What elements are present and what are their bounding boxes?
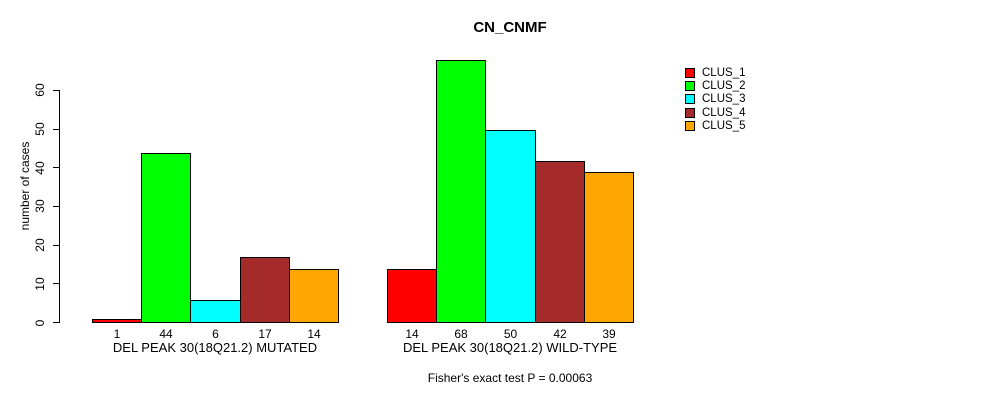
chart-title: CN_CNMF [473, 19, 547, 36]
legend-item-clus_5: CLUS_5 [685, 119, 745, 132]
legend-swatch-clus_5 [685, 120, 695, 131]
y-axis-line [59, 90, 60, 323]
y-axis-tick [53, 205, 59, 207]
legend-label: CLUS_2 [702, 79, 746, 92]
fisher-test-annotation: Fisher's exact test P = 0.00063 [427, 371, 593, 385]
legend-label: CLUS_3 [702, 93, 746, 106]
bar-value-label: 39 [602, 327, 616, 341]
bar-value-label: 14 [307, 327, 321, 341]
bar-value-label: 14 [405, 327, 419, 341]
y-axis-tick-label: 30 [33, 199, 47, 214]
bar-value-label: 68 [454, 327, 468, 341]
legend-label: CLUS_1 [702, 66, 746, 79]
y-axis-tick [53, 244, 59, 246]
y-axis-tick-label: 20 [33, 238, 47, 252]
legend-item-clus_2: CLUS_2 [685, 79, 745, 92]
y-axis-tick-label: 0 [33, 319, 47, 326]
bar-clus_5 [584, 171, 634, 323]
bar-clus_4 [535, 160, 585, 323]
bar-value-label: 44 [159, 327, 173, 341]
bar-clus_1 [387, 268, 437, 323]
y-axis-tick [53, 167, 59, 169]
legend-swatch-clus_4 [685, 107, 695, 118]
y-axis-tick-label: 50 [33, 122, 47, 136]
y-axis-tick [53, 128, 59, 130]
y-axis-tick [53, 89, 59, 91]
y-axis-tick-label: 10 [33, 277, 47, 291]
y-axis-tick-label: 60 [33, 83, 47, 98]
bar-clus_5 [289, 268, 339, 323]
x-axis-group-label: DEL PEAK 30(18Q21.2) WILD-TYPE [402, 340, 618, 355]
bar-value-label: 42 [553, 327, 567, 341]
bar-clus_1 [92, 318, 142, 323]
legend-swatch-clus_2 [685, 80, 695, 91]
y-axis-tick [53, 322, 59, 323]
bar-clus_3 [190, 299, 241, 323]
y-axis-tick [53, 283, 59, 285]
bar-clus_2 [141, 152, 191, 323]
legend-swatch-clus_3 [685, 94, 695, 105]
legend: CLUS_1 CLUS_2 CLUS_3 CLUS_4 CLUS_5 [685, 66, 745, 132]
legend-item-clus_3: CLUS_3 [685, 93, 745, 106]
bar-clus_4 [240, 256, 290, 323]
bar-clus_3 [485, 129, 536, 323]
legend-item-clus_4: CLUS_4 [685, 106, 745, 119]
legend-item-clus_1: CLUS_1 [685, 66, 745, 79]
legend-label: CLUS_4 [702, 106, 746, 119]
bar-clus_2 [436, 59, 486, 323]
bar-value-label: 50 [503, 327, 518, 341]
x-axis-group-label: DEL PEAK 30(18Q21.2) MUTATED [112, 340, 318, 355]
bar-value-label: 17 [258, 327, 272, 341]
bar-value-label: 6 [212, 327, 219, 341]
y-axis-title: number of cases [18, 141, 32, 231]
bar-value-label: 1 [113, 327, 121, 341]
legend-swatch-clus_1 [685, 67, 695, 78]
legend-label: CLUS_5 [702, 119, 746, 132]
y-axis-tick-label: 40 [33, 161, 47, 175]
